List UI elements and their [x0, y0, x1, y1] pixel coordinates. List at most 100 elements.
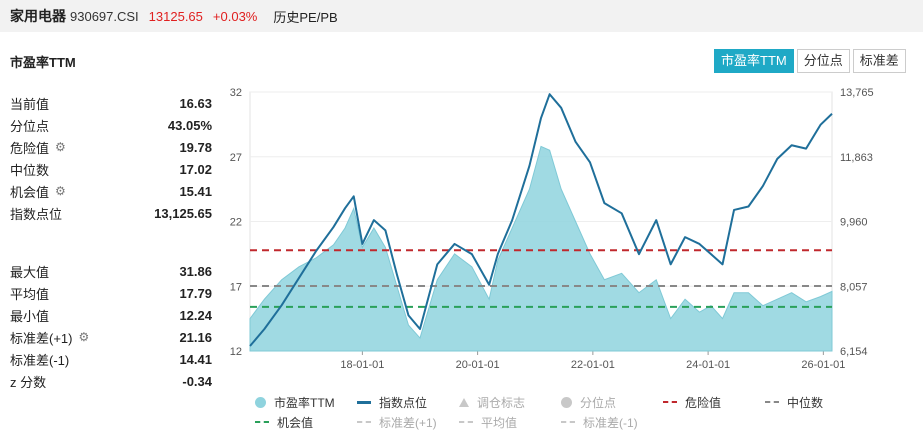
stat-row: 指数点位 13,125.65	[10, 202, 212, 224]
legend-dash-icon	[357, 421, 371, 423]
section-title: 市盈率TTM	[10, 55, 76, 70]
stat-row: 最大值 31.86	[10, 260, 212, 282]
legend-label: 危险值	[685, 395, 722, 410]
stat-label-text: 分位点	[10, 118, 50, 134]
stat-label: 最小值	[10, 306, 49, 325]
legend-item[interactable]: 标准差(-1)	[561, 414, 663, 431]
stat-value: 17.02	[179, 161, 212, 177]
legend-row: 机会值 标准差(+1) 平均值 标准差(-1)	[255, 412, 915, 432]
x-tick-label: 20-01-01	[456, 359, 500, 370]
index-change: +0.03%	[212, 8, 258, 24]
legend-label: 标准差(-1)	[583, 415, 638, 430]
stat-label: z 分数	[10, 372, 46, 391]
legend-dot-icon	[561, 396, 572, 408]
stat-value: 12.24	[179, 307, 212, 323]
stat-label-text: 最小值	[10, 308, 50, 324]
legend-label: 机会值	[277, 415, 314, 430]
legend-label: 标准差(+1)	[379, 415, 437, 430]
y-right-tick-label: 8,057	[840, 281, 868, 293]
legend-item[interactable]: 危险值	[663, 394, 765, 411]
y-right-tick-label: 13,765	[840, 87, 874, 99]
stat-row: 当前值 16.63	[10, 92, 212, 114]
legend-dash-icon	[561, 421, 575, 423]
stat-value: 14.41	[179, 351, 212, 367]
stat-label: 平均值	[10, 284, 49, 303]
index-price: 13125.65	[148, 8, 203, 24]
x-tick-label: 22-01-01	[571, 359, 615, 370]
stat-label-text: 标准差(-1)	[10, 352, 70, 368]
legend-dash-icon	[459, 421, 473, 423]
stat-value: 43.05%	[167, 117, 212, 133]
y-left-tick-label: 27	[230, 152, 242, 164]
stat-label: 指数点位	[10, 204, 62, 223]
stat-label-text: z 分数	[10, 374, 47, 390]
x-tick-label: 26-01-01	[801, 359, 845, 370]
stat-label: 当前值	[10, 94, 49, 113]
stats-panel-top: 当前值 16.63 分位点 43.05% 危险值 ⚙ 19.78 中位数 17.02 机会值 ⚙ 15…	[10, 92, 212, 224]
pe-chart-svg: 32 27 22 17 12 13,765 11,863 9,960 8,057 6,154 18-…	[230, 87, 874, 371]
y-left-tick-label: 17	[230, 281, 242, 293]
y-right-tick-label: 9,960	[840, 217, 868, 229]
legend-item[interactable]: 分位点	[561, 394, 663, 411]
y-right-tick-label: 11,863	[840, 152, 873, 164]
legend-triangle-icon	[459, 397, 469, 407]
tab-percentile[interactable]: 分位点	[796, 49, 850, 73]
gear-icon[interactable]: ⚙	[55, 184, 66, 198]
y-left-tick-label: 12	[230, 346, 242, 358]
stat-row: z 分数 -0.34	[10, 370, 212, 392]
index-level-line	[249, 93, 833, 347]
stat-label-text: 机会值	[10, 184, 50, 200]
gear-icon[interactable]: ⚙	[78, 330, 90, 344]
stat-value: 13,125.65	[154, 205, 212, 221]
history-pe-pb-link[interactable]: 历史PE/PB	[273, 9, 338, 25]
index-header-bar: 家用电器 930697.CSI 13125.65 +0.03% 历史PE/PB	[0, 0, 923, 32]
legend-label: 市盈率TTM	[274, 395, 335, 410]
stat-label-text: 中位数	[10, 162, 50, 178]
stat-label: 标准差(+1) ⚙	[10, 328, 89, 347]
stat-row: 最小值 12.24	[10, 304, 212, 326]
x-tick-label: 18-01-01	[340, 359, 384, 370]
legend-label: 指数点位	[379, 395, 428, 410]
stat-row: 机会值 ⚙ 15.41	[10, 180, 212, 202]
legend-item[interactable]: 机会值	[255, 414, 357, 431]
stat-label-text: 指数点位	[10, 206, 63, 222]
legend-item[interactable]: 标准差(+1)	[357, 414, 459, 431]
stat-row: 危险值 ⚙ 19.78	[10, 136, 212, 158]
stat-row: 平均值 17.79	[10, 282, 212, 304]
legend-item[interactable]: 中位数	[765, 394, 867, 411]
tab-pe-ttm[interactable]: 市盈率TTM	[714, 49, 794, 73]
stat-row: 分位点 43.05%	[10, 114, 212, 136]
stat-row: 标准差(-1) 14.41	[10, 348, 212, 370]
legend-item[interactable]: 平均值	[459, 414, 561, 431]
stat-value: 16.63	[179, 95, 212, 111]
stat-value: -0.34	[182, 373, 212, 389]
metric-tabs: 市盈率TTM 分位点 标准差	[714, 49, 906, 73]
y-right-tick-label: 6,154	[840, 346, 868, 358]
legend-label: 调仓标志	[477, 395, 526, 410]
stat-value: 19.78	[179, 139, 212, 155]
legend-item[interactable]: 指数点位	[357, 394, 459, 411]
legend-dash-icon	[255, 421, 269, 423]
legend-item[interactable]: 市盈率TTM	[255, 394, 357, 411]
stat-label: 标准差(-1)	[10, 350, 69, 369]
legend-dash-icon	[663, 401, 677, 403]
pe-chart: 32 27 22 17 12 13,765 11,863 9,960 8,057 6,154 18-…	[218, 80, 918, 375]
legend-line-icon	[357, 400, 371, 404]
stat-row: 中位数 17.02	[10, 158, 212, 180]
stat-label: 中位数	[10, 160, 49, 179]
legend-row: 市盈率TTM 指数点位 调仓标志 分位点 危险值 中位数	[255, 392, 915, 412]
legend-item[interactable]: 调仓标志	[459, 394, 561, 411]
stat-label-text: 危险值	[10, 140, 50, 156]
stat-label: 最大值	[10, 262, 49, 281]
stats-panel-bottom: 最大值 31.86 平均值 17.79 最小值 12.24 标准差(+1) ⚙ 21.16 标准差…	[10, 260, 212, 392]
y-left-tick-label: 32	[230, 87, 242, 99]
tab-std-dev[interactable]: 标准差	[852, 49, 906, 73]
stat-label-text: 最大值	[10, 264, 50, 280]
gear-icon[interactable]: ⚙	[55, 140, 66, 154]
index-code: 930697.CSI	[70, 8, 139, 24]
stat-value: 17.79	[179, 285, 212, 301]
stat-label: 机会值 ⚙	[10, 182, 66, 201]
stat-label-text: 标准差(+1)	[10, 330, 73, 346]
legend-dot-icon	[255, 396, 266, 408]
x-tick-label: 24-01-01	[686, 359, 730, 370]
